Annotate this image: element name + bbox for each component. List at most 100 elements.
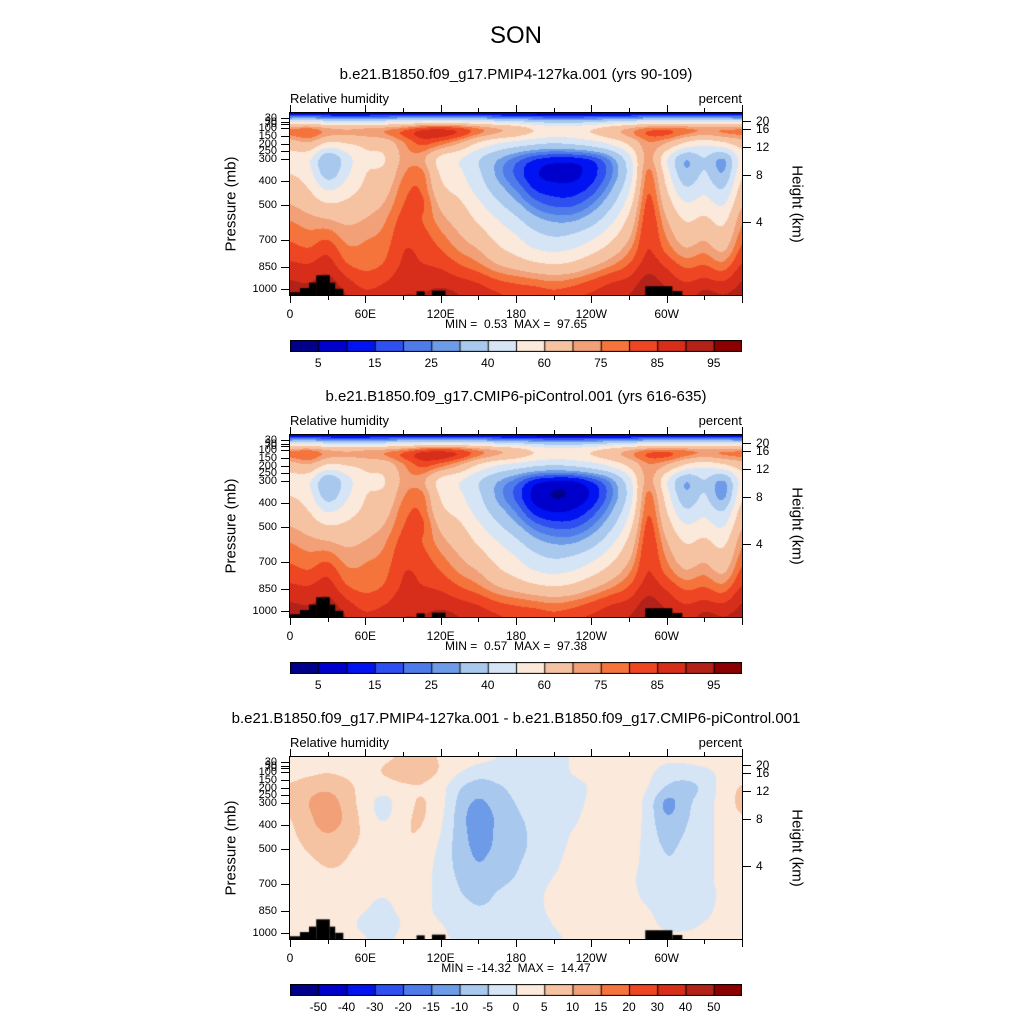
units-label: percent <box>698 413 742 428</box>
x-tick-label: 180 <box>505 629 527 643</box>
x-tick <box>666 296 668 303</box>
pressure-tick-label: 700 <box>258 234 277 247</box>
pressure-tick <box>281 588 289 590</box>
x-tick <box>704 296 706 300</box>
pressure-tick-label: 30 <box>264 756 277 769</box>
pressure-tick-label: 70 <box>264 118 277 131</box>
pressure-tick-label: 400 <box>258 819 277 832</box>
pressure-tick <box>281 526 289 528</box>
x-tick <box>516 940 517 947</box>
colorbar-label: 5 <box>314 678 322 692</box>
x-tick <box>403 296 404 300</box>
height-tick <box>743 442 751 444</box>
x-tick <box>666 940 668 947</box>
x-tick <box>290 618 291 625</box>
field-name-label: Relative humidity <box>290 413 389 428</box>
colorbar-label: 50 <box>707 1000 721 1014</box>
field-name-label: Relative humidity <box>290 735 389 750</box>
x-tick <box>591 105 593 112</box>
height-tick-label: 8 <box>756 168 763 183</box>
pressure-tick-label: 500 <box>258 520 277 533</box>
colorbar-labels: -50 -40 -30 -20 -15 -10 -5 0 5 10 15 20 30 40 50 <box>290 1000 742 1016</box>
x-tick <box>365 940 367 947</box>
x-tick <box>478 940 480 944</box>
pressure-tick-label: 250 <box>258 145 277 158</box>
colorbar-labels: 5 15 25 40 60 75 85 95 <box>290 678 742 694</box>
pressure-tick <box>281 118 289 120</box>
x-tick <box>365 427 367 434</box>
x-tick <box>327 618 329 622</box>
colorbar-label: -10 <box>450 1000 469 1014</box>
pressure-tick <box>281 884 289 886</box>
x-tick <box>403 940 404 944</box>
x-tick <box>666 618 668 625</box>
x-tick <box>704 618 706 622</box>
pressure-tick <box>281 848 289 850</box>
x-tick-label: 120E <box>426 307 455 321</box>
colorbar-label: 15 <box>368 356 382 370</box>
colorbar-label: -20 <box>394 1000 412 1014</box>
x-tick <box>629 296 630 300</box>
pressure-tick-label: 250 <box>258 789 277 802</box>
height-tick <box>743 146 751 148</box>
units-label: percent <box>698 91 742 106</box>
pressure-tick <box>281 458 289 460</box>
min-max-text: MIN = -14.32 MAX = 14.47 <box>441 961 591 975</box>
field-name-label: Relative humidity <box>290 91 389 106</box>
x-tick-label: 120W <box>575 307 608 321</box>
height-tick-label: 8 <box>756 490 763 505</box>
x-tick <box>478 752 480 756</box>
height-tick-label: 16 <box>756 766 770 781</box>
pressure-tick-label: 150 <box>258 130 277 143</box>
height-tick-label: 20 <box>756 757 770 772</box>
x-tick-label: 60W <box>654 951 679 965</box>
height-tick-label: 4 <box>756 858 763 873</box>
colorbar-label: 30 <box>650 1000 664 1014</box>
height-tick-label: 12 <box>756 783 770 798</box>
height-tick <box>743 543 751 545</box>
height-axis-title: Height (km) <box>788 165 806 243</box>
pressure-tick-label: 500 <box>258 198 277 211</box>
x-tick <box>666 427 668 434</box>
x-tick <box>365 105 367 112</box>
height-tick <box>743 221 751 223</box>
height-axis-title: Height (km) <box>788 809 806 887</box>
x-tick-label: 180 <box>505 307 527 321</box>
min-max-text: MIN = 0.53 MAX = 97.65 <box>444 317 588 331</box>
height-tick-label: 20 <box>756 113 770 128</box>
pressure-tick-label: 100 <box>258 766 277 779</box>
x-tick <box>591 749 593 756</box>
x-tick-label: 60E <box>354 951 377 965</box>
pressure-tick-label: 50 <box>264 759 277 772</box>
pressure-tick <box>281 266 289 268</box>
colorbar-canvas <box>290 340 742 352</box>
colorbar-label: 40 <box>678 1000 693 1014</box>
units-label: percent <box>698 735 742 750</box>
pressure-tick <box>281 440 289 442</box>
pressure-tick <box>281 765 289 767</box>
x-tick <box>365 618 367 625</box>
colorbar-label: 15 <box>594 1000 608 1014</box>
pressure-tick <box>281 128 289 130</box>
x-tick <box>327 940 329 944</box>
x-tick <box>403 618 404 622</box>
colorbar-label: 40 <box>481 356 495 370</box>
contour-canvas <box>290 113 742 295</box>
colorbar-label: 20 <box>622 1000 636 1014</box>
x-tick <box>553 296 555 300</box>
height-tick <box>743 865 751 867</box>
x-tick <box>327 296 329 300</box>
pressure-tick-label: 300 <box>258 474 277 487</box>
panel: b.e21.B1850.f09_g17.PMIP4-127ka.001 - b.… <box>0 704 1024 1016</box>
pressure-tick-label: 300 <box>258 796 277 809</box>
pressure-tick <box>281 204 289 206</box>
height-tick <box>743 129 751 131</box>
x-tick <box>553 430 555 434</box>
x-tick-label: 60W <box>654 307 679 321</box>
pressure-tick <box>281 480 289 482</box>
x-tick <box>290 296 291 303</box>
x-tick <box>629 430 630 434</box>
height-tick <box>743 468 751 470</box>
plot-area: 0 60E 120E 180 120W 60W 30 50 70 100 150 200 250 300 4… <box>253 105 769 321</box>
x-tick <box>629 752 630 756</box>
